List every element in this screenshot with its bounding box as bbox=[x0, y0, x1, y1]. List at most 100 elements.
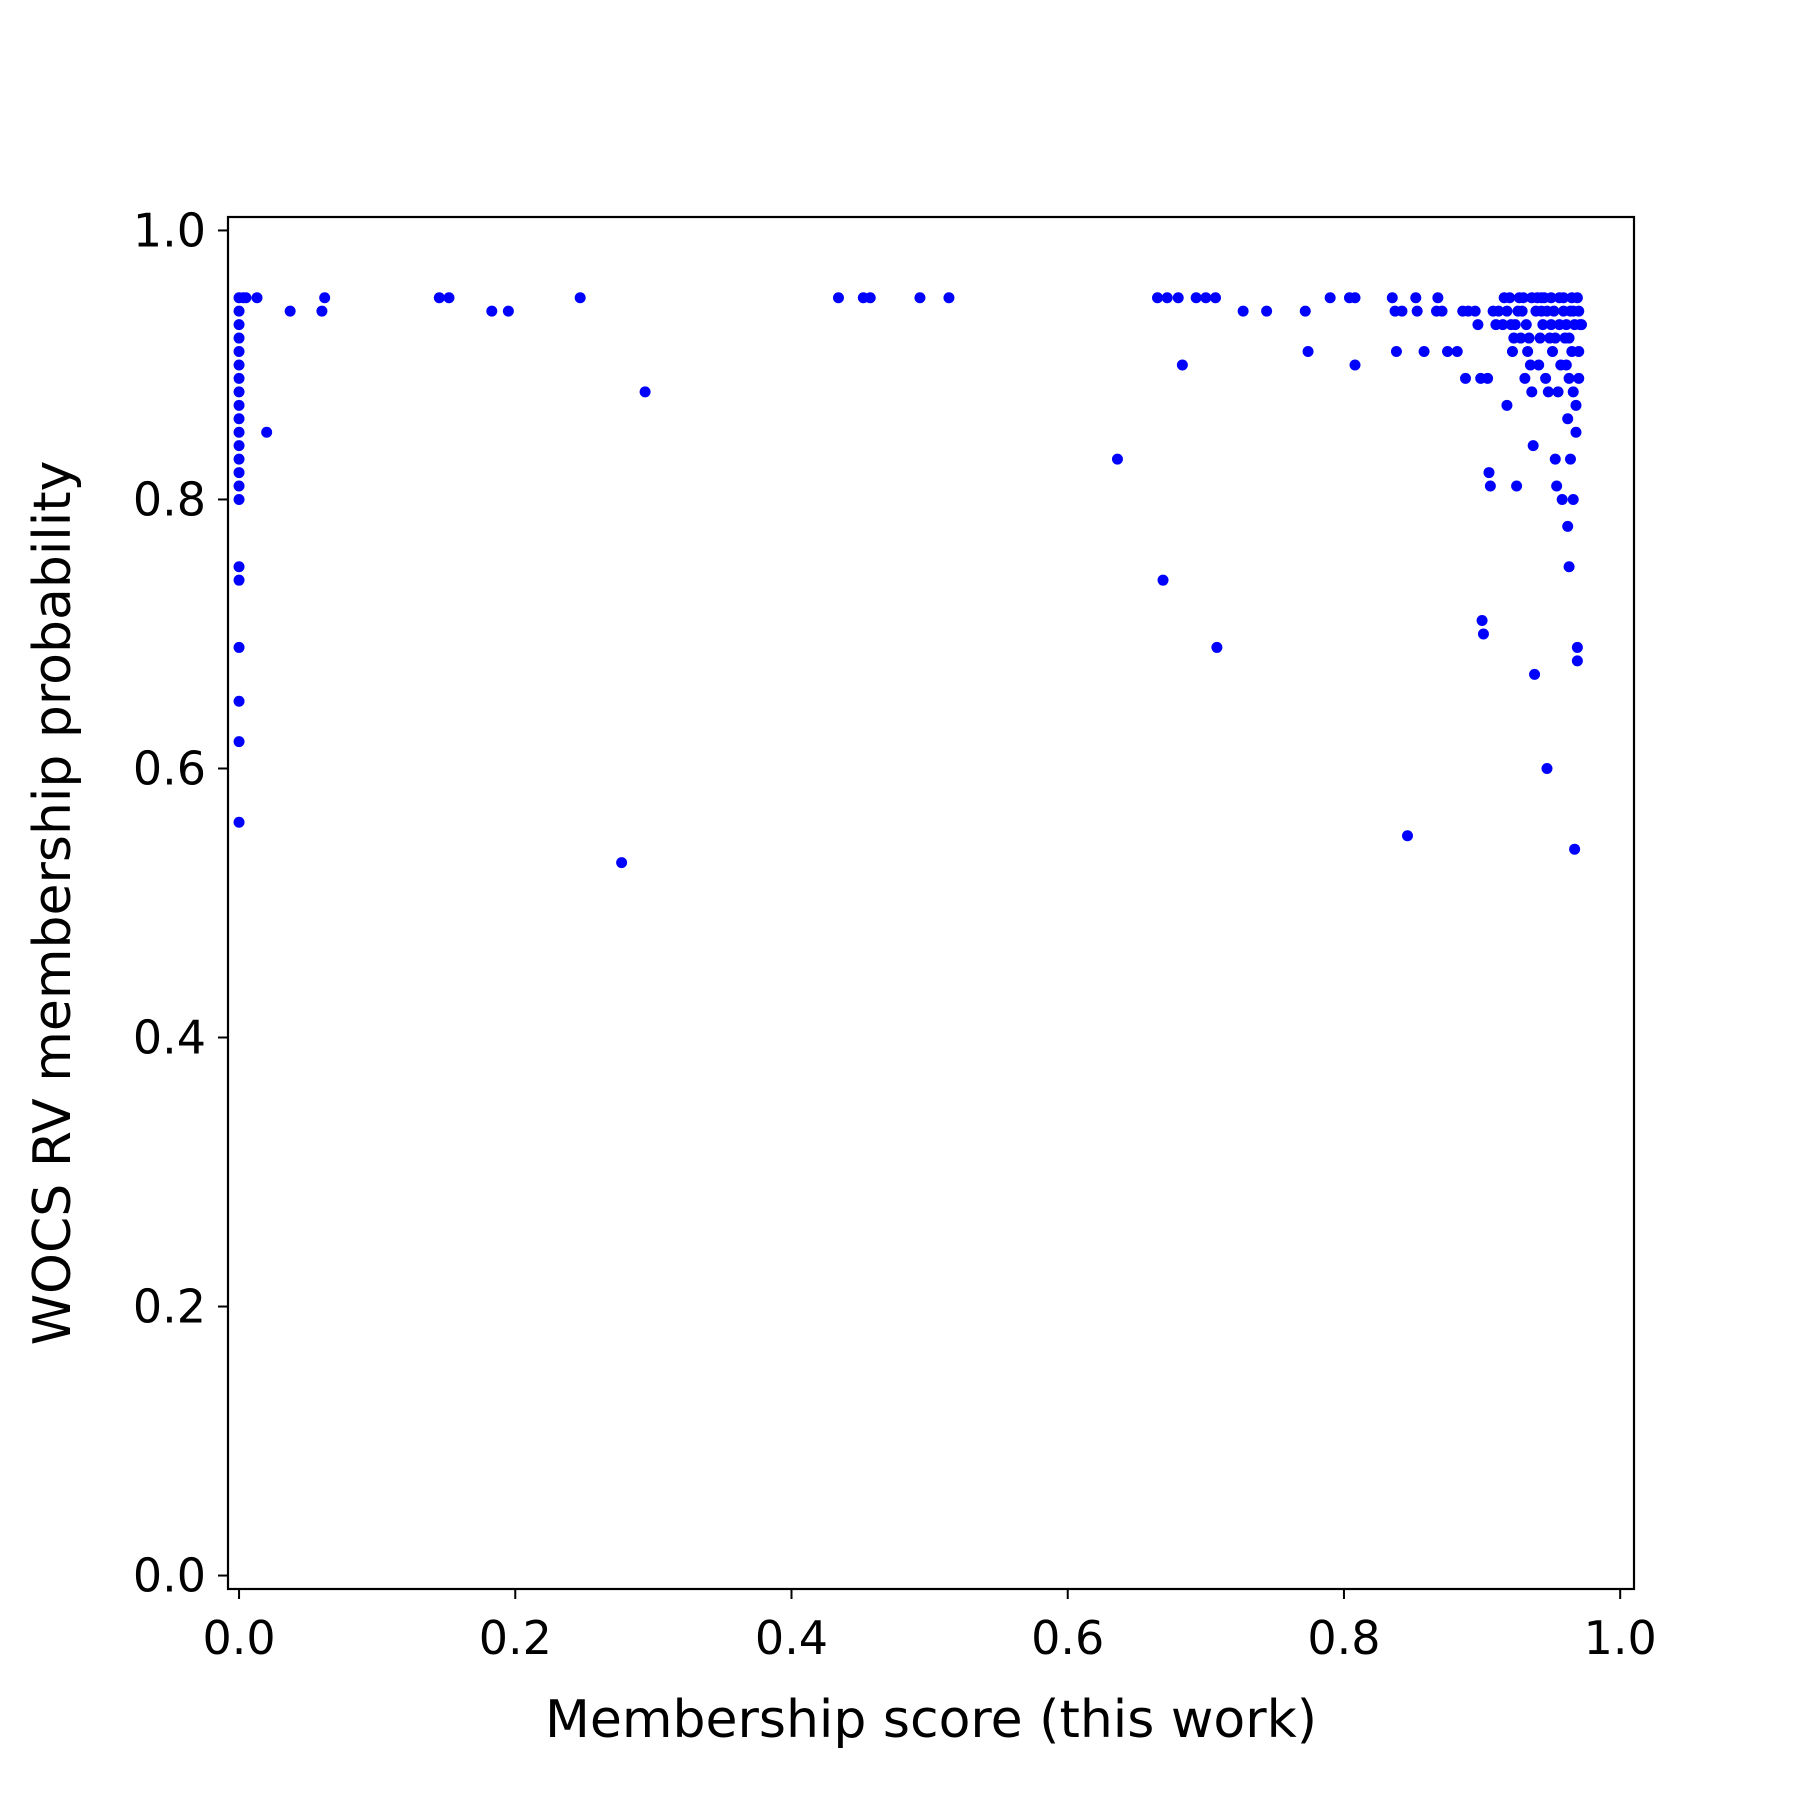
data-point bbox=[1567, 305, 1579, 317]
data-point bbox=[1571, 655, 1583, 667]
data-point bbox=[1172, 292, 1184, 304]
data-point bbox=[1390, 346, 1402, 358]
data-point bbox=[1410, 292, 1422, 304]
data-point bbox=[1442, 346, 1454, 358]
data-point bbox=[1483, 467, 1495, 479]
data-point bbox=[1541, 305, 1553, 317]
data-point bbox=[1401, 830, 1413, 842]
data-point bbox=[1200, 292, 1212, 304]
data-point bbox=[1569, 843, 1581, 855]
data-point bbox=[1540, 372, 1552, 384]
y-axis: 0.0 0.2 0.4 0.6 0.8 1.0 bbox=[133, 203, 228, 1603]
data-point bbox=[284, 305, 296, 317]
data-point bbox=[1534, 332, 1546, 344]
data-point bbox=[233, 493, 245, 505]
data-point bbox=[1324, 292, 1336, 304]
data-point bbox=[233, 467, 245, 479]
data-point bbox=[233, 695, 245, 707]
data-point bbox=[1157, 574, 1169, 586]
y-tick-label: 0.6 bbox=[133, 741, 206, 795]
data-point bbox=[616, 857, 628, 869]
y-tick-label: 0.4 bbox=[133, 1011, 206, 1065]
data-point bbox=[1562, 413, 1574, 425]
data-point bbox=[1161, 292, 1173, 304]
data-point bbox=[1551, 480, 1563, 492]
data-point bbox=[639, 386, 651, 398]
data-point bbox=[1349, 359, 1361, 371]
data-point bbox=[240, 292, 252, 304]
data-point bbox=[1522, 346, 1534, 358]
data-point bbox=[1501, 305, 1513, 317]
data-point bbox=[1523, 332, 1535, 344]
data-point bbox=[1524, 359, 1536, 371]
data-point bbox=[1547, 346, 1559, 358]
data-point bbox=[1349, 292, 1361, 304]
data-point bbox=[443, 292, 455, 304]
data-point bbox=[1537, 319, 1549, 331]
data-point bbox=[233, 426, 245, 438]
data-point bbox=[1261, 305, 1273, 317]
data-point bbox=[233, 413, 245, 425]
data-point bbox=[1506, 346, 1518, 358]
data-point bbox=[1533, 359, 1545, 371]
data-point bbox=[233, 359, 245, 371]
data-point bbox=[1299, 305, 1311, 317]
data-point bbox=[486, 305, 498, 317]
data-point bbox=[1152, 292, 1164, 304]
data-point bbox=[1493, 305, 1505, 317]
data-point bbox=[1570, 399, 1582, 411]
data-point bbox=[233, 736, 245, 748]
data-point bbox=[233, 346, 245, 358]
data-point bbox=[1211, 641, 1223, 653]
data-point bbox=[1573, 372, 1585, 384]
data-point bbox=[1436, 305, 1448, 317]
data-point bbox=[233, 440, 245, 452]
data-point bbox=[1511, 480, 1523, 492]
data-point bbox=[1567, 493, 1579, 505]
data-point bbox=[233, 372, 245, 384]
data-point bbox=[574, 292, 586, 304]
data-point bbox=[943, 292, 955, 304]
data-point bbox=[1526, 292, 1538, 304]
data-point bbox=[1526, 386, 1538, 398]
data-point bbox=[1432, 292, 1444, 304]
data-point bbox=[233, 561, 245, 573]
data-point bbox=[1111, 453, 1123, 465]
data-point bbox=[1563, 372, 1575, 384]
data-points bbox=[233, 292, 1588, 869]
data-point bbox=[1396, 305, 1408, 317]
data-point bbox=[1190, 292, 1202, 304]
x-tick-label: 0.2 bbox=[479, 1611, 552, 1665]
data-point bbox=[502, 305, 514, 317]
x-tick-label: 0.8 bbox=[1307, 1611, 1380, 1665]
data-point bbox=[1549, 332, 1561, 344]
data-point bbox=[1484, 480, 1496, 492]
data-point bbox=[233, 641, 245, 653]
data-point bbox=[1529, 668, 1541, 680]
data-point bbox=[864, 292, 876, 304]
data-point bbox=[1563, 561, 1575, 573]
data-point bbox=[1571, 641, 1583, 653]
data-point bbox=[1476, 615, 1488, 627]
data-point bbox=[1501, 399, 1513, 411]
data-point bbox=[1542, 386, 1554, 398]
data-point bbox=[233, 399, 245, 411]
data-point bbox=[1505, 319, 1517, 331]
data-point bbox=[1176, 359, 1188, 371]
data-point bbox=[1562, 520, 1574, 532]
data-point bbox=[1519, 372, 1531, 384]
data-point bbox=[1513, 292, 1525, 304]
data-point bbox=[1527, 440, 1539, 452]
data-point bbox=[1497, 319, 1509, 331]
data-point bbox=[251, 292, 263, 304]
data-point bbox=[1556, 493, 1568, 505]
data-point bbox=[433, 292, 445, 304]
data-point bbox=[1418, 346, 1430, 358]
data-point bbox=[1545, 292, 1557, 304]
data-point bbox=[261, 426, 273, 438]
data-point bbox=[1560, 359, 1572, 371]
data-point bbox=[233, 386, 245, 398]
data-point bbox=[1508, 332, 1520, 344]
plot-frame bbox=[226, 215, 1636, 1591]
